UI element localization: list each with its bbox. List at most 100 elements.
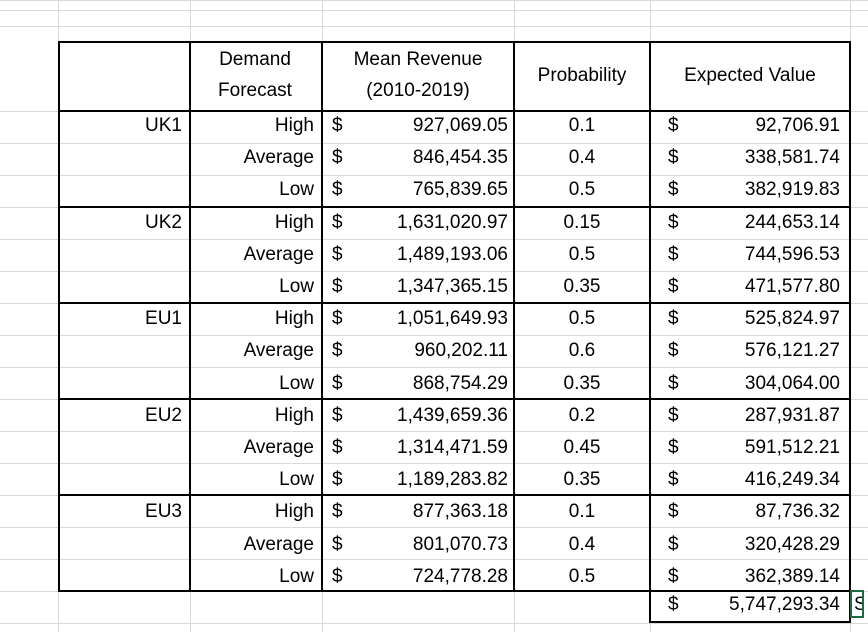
header-probability[interactable]: Probability	[514, 60, 650, 91]
header-demand-forecast[interactable]: Demand Forecast	[190, 44, 320, 106]
demand-level[interactable]: Average	[243, 147, 314, 169]
mean-revenue-value[interactable]: 1,189,283.82	[397, 469, 508, 491]
probability-value[interactable]: 0.2	[568, 404, 596, 426]
mean-revenue-value[interactable]: 846,454.35	[412, 147, 508, 169]
mean-revenue-value[interactable]: 724,778.28	[412, 565, 508, 587]
table-border-horizontal	[58, 206, 851, 208]
header-demand-line1: Demand	[219, 49, 291, 70]
demand-level[interactable]: High	[274, 308, 314, 330]
expected-value[interactable]: 304,064.00	[744, 372, 840, 394]
gridline-horizontal	[0, 239, 868, 240]
active-cell-selection[interactable]: S	[850, 590, 864, 618]
mean-revenue-value[interactable]: 765,839.65	[412, 179, 508, 201]
demand-level[interactable]: Average	[243, 243, 314, 265]
expected-value[interactable]: 525,824.97	[744, 308, 840, 330]
probability-value[interactable]: 0.1	[568, 501, 596, 523]
region-name[interactable]: EU1	[145, 308, 182, 330]
mean-revenue-value[interactable]: 1,631,020.97	[397, 211, 508, 233]
demand-level[interactable]: Low	[279, 276, 314, 297]
mean-currency-symbol: $	[332, 340, 343, 362]
header-mean-revenue[interactable]: Mean Revenue (2010-2019)	[322, 44, 514, 106]
probability-value[interactable]: 0.5	[568, 565, 596, 587]
probability-value[interactable]: 0.5	[568, 308, 596, 330]
expected-value[interactable]: 362,389.14	[744, 565, 840, 587]
table-border-horizontal	[58, 590, 851, 592]
mean-revenue-value[interactable]: 877,363.18	[412, 501, 508, 523]
mean-revenue-value[interactable]: 960,202.11	[414, 340, 508, 362]
mean-revenue-value[interactable]: 1,314,471.59	[397, 437, 508, 458]
demand-level[interactable]: Average	[243, 533, 314, 555]
demand-level[interactable]: High	[274, 211, 314, 233]
expected-value[interactable]: 382,919.83	[744, 179, 840, 201]
probability-value[interactable]: 0.15	[563, 211, 601, 233]
gridline-horizontal	[0, 26, 868, 27]
probability-value[interactable]: 0.5	[568, 243, 596, 265]
demand-level[interactable]: Average	[243, 340, 314, 362]
demand-level[interactable]: Low	[279, 565, 314, 587]
gridline-horizontal	[0, 335, 868, 336]
mean-revenue-value[interactable]: 868,754.29	[412, 372, 508, 394]
probability-value[interactable]: 0.4	[568, 147, 596, 169]
region-name[interactable]: EU3	[145, 501, 182, 523]
mean-revenue-value[interactable]: 927,069.05	[412, 115, 508, 136]
demand-level[interactable]: Low	[279, 372, 314, 394]
expected-value[interactable]: 471,577.80	[744, 276, 840, 297]
expected-currency-symbol: $	[668, 404, 679, 426]
table-border-vertical	[189, 41, 191, 591]
expected-value[interactable]: 87,736.32	[755, 501, 840, 523]
expected-value[interactable]: 416,249.34	[744, 469, 840, 491]
header-expected-value[interactable]: Expected Value	[650, 60, 850, 91]
mean-currency-symbol: $	[332, 469, 343, 491]
region-name[interactable]: UK1	[145, 115, 182, 136]
expected-value[interactable]: 576,121.27	[744, 340, 840, 362]
mean-revenue-value[interactable]: 1,051,649.93	[397, 308, 508, 330]
expected-value[interactable]: 338,581.74	[744, 147, 840, 169]
demand-level[interactable]: High	[274, 115, 314, 136]
header-mean-line1: Mean Revenue	[353, 49, 483, 70]
table-border-horizontal	[58, 398, 851, 400]
expected-currency-symbol: $	[668, 211, 679, 233]
mean-revenue-value[interactable]: 1,439,659.36	[397, 404, 508, 426]
mean-revenue-value[interactable]: 801,070.73	[412, 533, 508, 555]
mean-revenue-value[interactable]: 1,489,193.06	[397, 243, 508, 265]
gridline-horizontal	[0, 623, 868, 624]
expected-currency-symbol: $	[668, 179, 679, 201]
expected-value[interactable]: 92,706.91	[755, 115, 840, 136]
table-border-vertical	[649, 41, 651, 623]
expected-value[interactable]: 591,512.21	[744, 437, 840, 458]
table-border-horizontal	[58, 494, 851, 496]
probability-value[interactable]: 0.45	[563, 437, 601, 458]
gridline-horizontal	[0, 143, 868, 144]
header-probability-label: Probability	[537, 65, 627, 86]
demand-level[interactable]: High	[274, 501, 314, 523]
expected-value[interactable]: 320,428.29	[744, 533, 840, 555]
mean-revenue-value[interactable]: 1,347,365.15	[397, 276, 508, 297]
probability-value[interactable]: 0.6	[568, 340, 596, 362]
total-currency-symbol[interactable]: $	[668, 594, 679, 615]
expected-value[interactable]: 244,653.14	[744, 211, 840, 233]
active-cell-text: S	[854, 594, 862, 616]
total-expected-value[interactable]: 5,747,293.34	[729, 594, 840, 615]
region-name[interactable]: EU2	[145, 404, 182, 426]
demand-level[interactable]: High	[274, 404, 314, 426]
table-border-horizontal	[58, 302, 851, 304]
expected-currency-symbol: $	[668, 533, 679, 555]
mean-currency-symbol: $	[332, 211, 343, 233]
header-demand-line2: Forecast	[218, 80, 292, 101]
expected-value[interactable]: 287,931.87	[744, 404, 840, 426]
gridline-horizontal	[0, 175, 868, 176]
demand-level[interactable]: Average	[243, 437, 314, 458]
demand-level[interactable]: Low	[279, 179, 314, 201]
probability-value[interactable]: 0.1	[568, 115, 596, 136]
gridline-horizontal	[0, 431, 868, 432]
probability-value[interactable]: 0.5	[568, 179, 596, 201]
probability-value[interactable]: 0.35	[563, 372, 601, 394]
expected-currency-symbol: $	[668, 469, 679, 491]
region-name[interactable]: UK2	[145, 211, 182, 233]
probability-value[interactable]: 0.35	[563, 276, 601, 297]
probability-value[interactable]: 0.35	[563, 469, 601, 491]
probability-value[interactable]: 0.4	[568, 533, 596, 555]
expected-value[interactable]: 744,596.53	[744, 243, 840, 265]
demand-level[interactable]: Low	[279, 469, 314, 491]
